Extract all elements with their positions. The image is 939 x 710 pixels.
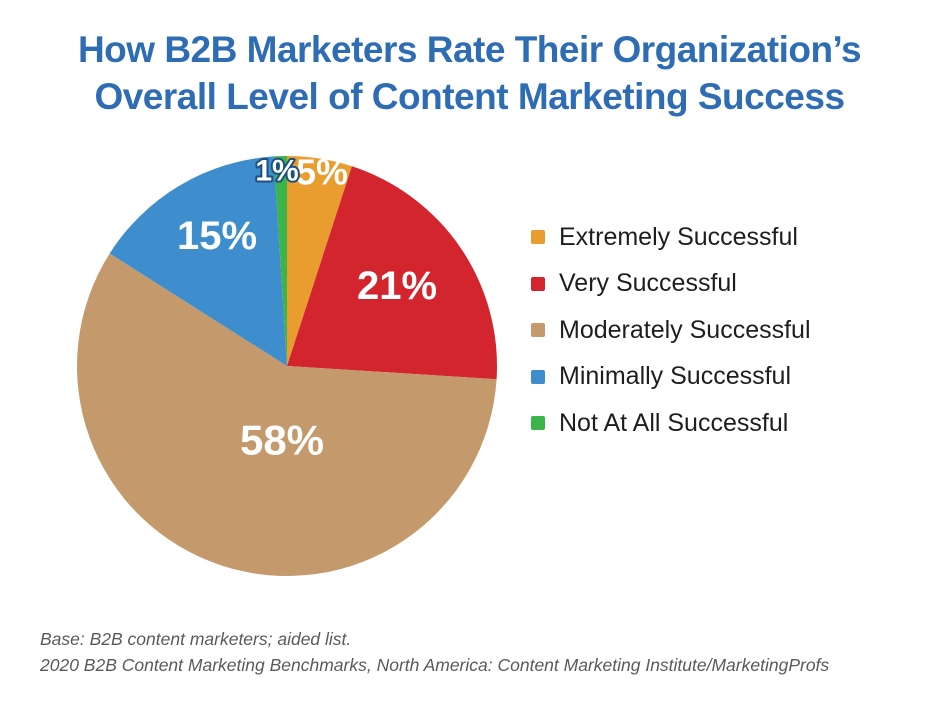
pie-data-label: 15% (177, 214, 257, 258)
pie-chart: 5% 21% 58% 15% 1% (77, 152, 498, 576)
legend-label: Moderately Successful (559, 315, 811, 344)
pie-slice-very-successful (287, 166, 498, 380)
source-note-line1: Base: B2B content marketers; aided list. (40, 629, 352, 649)
legend: Extremely Successful Very Successful Mod… (531, 214, 811, 447)
legend-item-minimally-successful: Minimally Successful (531, 354, 811, 401)
pie-data-label: 1% (255, 155, 298, 188)
legend-item-not-at-all-successful: Not At All Successful (531, 400, 811, 447)
pie-data-label: 21% (357, 264, 437, 308)
legend-item-very-successful: Very Successful (531, 261, 811, 308)
legend-swatch-moderately-successful (531, 323, 545, 338)
chart-title: How B2B Marketers Rate Their Organizatio… (0, 26, 939, 120)
pie-slice-minimally-successful (109, 156, 287, 366)
legend-label: Very Successful (559, 269, 737, 298)
legend-swatch-very-successful (531, 276, 545, 291)
source-note: Base: B2B content marketers; aided list.… (40, 626, 829, 678)
legend-label: Extremely Successful (559, 222, 798, 251)
source-note-line2: 2020 B2B Content Marketing Benchmarks, N… (40, 655, 830, 675)
pie-slice-not-at-all-successful (273, 155, 287, 366)
legend-swatch-not-at-all-successful (531, 416, 545, 431)
legend-item-moderately-successful: Moderately Successful (531, 307, 811, 354)
legend-label: Minimally Successful (559, 362, 792, 391)
pie-slice-extremely-successful (287, 156, 352, 366)
legend-swatch-minimally-successful (531, 369, 545, 384)
pie-data-label: 5% (296, 152, 348, 193)
pie-data-label: 58% (240, 417, 324, 464)
legend-swatch-extremely-successful (531, 230, 545, 245)
legend-label: Not At All Successful (559, 408, 789, 437)
pie-slice-moderately-successful (77, 253, 497, 576)
legend-item-extremely-successful: Extremely Successful (531, 214, 811, 261)
chart-title-line1: How B2B Marketers Rate Their Organizatio… (77, 29, 862, 70)
chart-title-line2: Overall Level of Content Marketing Succe… (94, 76, 845, 117)
